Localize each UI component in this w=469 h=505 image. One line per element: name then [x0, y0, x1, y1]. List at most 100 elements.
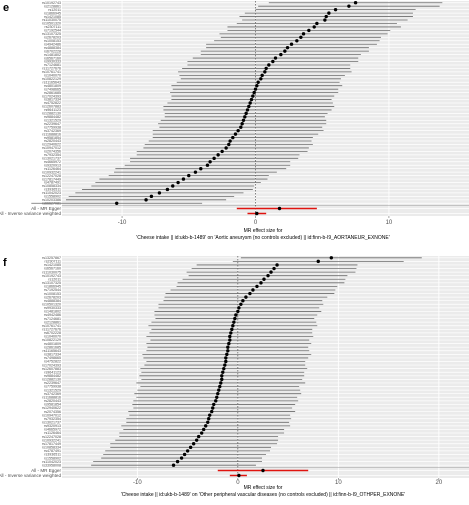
snp-point: [212, 402, 216, 407]
snp-point: [224, 146, 228, 150]
snp-label: rs7932354: [44, 417, 61, 421]
snp-point: [237, 306, 241, 310]
snp-label: rs4787491: [44, 449, 61, 453]
snp-point: [157, 191, 162, 195]
snp-label: rs66627081: [42, 201, 61, 205]
snp-label: rs10203386: [42, 198, 61, 202]
snp-point: [206, 420, 210, 424]
snp-point: [249, 97, 254, 102]
snp-label: rs2307111: [45, 25, 61, 29]
snp-point: [299, 35, 303, 40]
snp-point: [218, 384, 222, 389]
snp-point: [223, 363, 227, 367]
snp-label: rs1126464: [44, 431, 61, 435]
snp-label: rs12011: [48, 8, 61, 12]
snp-label: rs10501320: [42, 22, 61, 26]
snp-label: rs12607883: [42, 105, 61, 109]
snp-label: rs7192544: [44, 288, 61, 292]
snp-point: [283, 49, 287, 53]
snp-point: [219, 381, 223, 385]
snp-point: [188, 445, 193, 450]
snp-point: [323, 18, 327, 22]
snp-label: rs11727676: [42, 328, 61, 332]
snp-point: [228, 338, 232, 342]
panel-e-letter: e: [3, 2, 9, 14]
snp-point: [215, 395, 219, 399]
panel-e: e MR effect size for 'Cheese intake || i…: [0, 1, 469, 241]
snp-label: rs1481802: [44, 310, 61, 314]
snp-point: [199, 431, 204, 435]
snp-point: [289, 42, 294, 46]
snp-label: rs9641123: [44, 370, 61, 374]
snp-point: [269, 270, 273, 274]
snp-point: [259, 281, 263, 285]
snp-label: rs7192544: [44, 29, 61, 33]
snp-label: rs9320913: [44, 424, 61, 428]
snp-point: [212, 156, 216, 161]
snp-point: [316, 259, 320, 264]
snp-point: [208, 160, 212, 164]
snp-point: [225, 352, 229, 357]
snp-label: rs3817334: [44, 98, 61, 102]
snp-point: [262, 277, 266, 281]
summary-point: [237, 473, 241, 478]
snp-point: [233, 316, 237, 321]
snp-point: [217, 388, 221, 392]
snp-label: rs9930333: [44, 306, 61, 310]
snp-label: rs10501320: [42, 302, 61, 306]
snp-point: [214, 399, 218, 403]
plot-background: [62, 1, 469, 216]
x-tick-label: 10: [335, 480, 342, 486]
snp-point: [201, 427, 206, 432]
snp-point: [232, 320, 236, 324]
snp-point: [260, 73, 264, 78]
snp-point: [347, 4, 351, 8]
snp-label: rs9320913: [44, 163, 61, 167]
snp-point: [272, 266, 276, 271]
snp-point: [251, 94, 255, 98]
snp-point: [295, 39, 299, 43]
snp-point: [220, 374, 224, 378]
summary-point: [277, 206, 282, 211]
snp-point: [205, 163, 210, 167]
snp-label: rs12247028: [42, 435, 61, 439]
snp-label: rs12882130: [42, 378, 61, 382]
x-tick-label: 10: [386, 220, 393, 226]
snp-label: rs9641123: [44, 108, 61, 112]
snp-label: rs4787491: [44, 181, 61, 185]
snp-point: [193, 170, 198, 174]
snp-label: rs10822129: [42, 77, 61, 81]
snp-point: [241, 299, 245, 303]
snp-label: rs2128861: [44, 320, 61, 324]
snp-point: [210, 409, 214, 414]
snp-point: [353, 1, 358, 5]
snp-point: [204, 424, 208, 428]
snp-label: rs4888384: [44, 46, 61, 50]
snp-label: rs11030075: [42, 18, 61, 22]
snp-point: [187, 173, 191, 178]
snp-point: [191, 442, 196, 446]
snp-point: [264, 66, 268, 71]
snp-point: [199, 166, 203, 171]
snp-label: rs12247028: [42, 174, 61, 178]
snp-point: [267, 63, 271, 67]
snp-label: rs2678203: [44, 36, 61, 40]
snp-point: [233, 132, 238, 136]
snp-point: [226, 345, 230, 349]
snp-label: rs12882130: [42, 112, 61, 116]
panel-f-letter: f: [3, 257, 7, 269]
snp-label: rs4801809: [44, 84, 61, 88]
snp-point: [229, 331, 233, 335]
snp-label: rs12607883: [42, 367, 61, 371]
snp-label: rs7498665: [44, 356, 61, 360]
panel-f: f MR effect size for 'Cheese intake || i…: [0, 256, 469, 498]
snp-label: rs1558902: [44, 456, 61, 460]
snp-label: rs2820443: [44, 399, 61, 403]
snp-label: rs3742369: [44, 392, 61, 396]
snp-label: rs10858334: [42, 184, 61, 188]
snp-label: rs11165643: [43, 349, 61, 353]
snp-label: rs7498665: [44, 87, 61, 91]
snp-label: rs7124681: [44, 317, 61, 321]
snp-label: rs11042023: [42, 460, 61, 464]
snp-label: rs1040070: [44, 74, 61, 78]
